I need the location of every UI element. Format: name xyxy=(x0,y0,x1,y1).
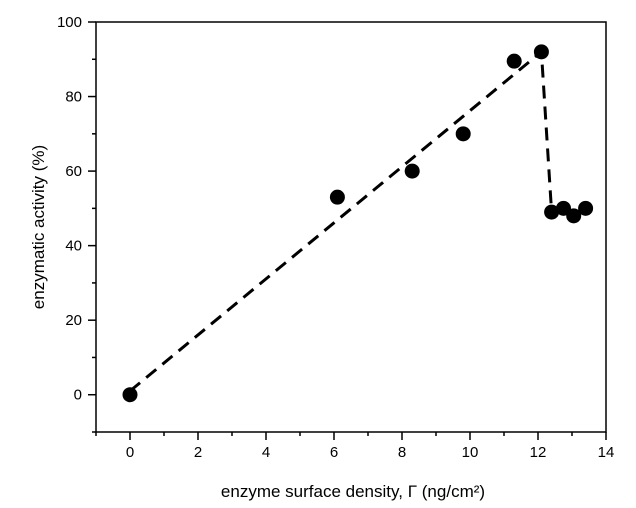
x-tick-label: 6 xyxy=(330,444,338,461)
x-tick-label: 2 xyxy=(194,444,202,461)
data-point xyxy=(533,44,549,60)
dashed-fit-line xyxy=(129,48,554,393)
x-tick-label: 14 xyxy=(598,444,615,461)
x-tick-label: 0 xyxy=(126,444,134,461)
data-point xyxy=(122,387,138,403)
data-point xyxy=(455,126,471,142)
data-point xyxy=(566,208,582,224)
x-tick-label: 8 xyxy=(398,444,406,461)
data-point xyxy=(506,53,522,69)
y-tick-label: 100 xyxy=(57,14,82,31)
data-points xyxy=(122,44,594,403)
x-axis-ticks xyxy=(95,432,607,440)
y-axis-tick-labels: 0 20 40 60 80 100 xyxy=(57,14,82,404)
y-tick-label: 40 xyxy=(65,238,82,255)
data-point xyxy=(329,189,345,205)
x-tick-label: 4 xyxy=(262,444,270,461)
data-point xyxy=(544,204,560,220)
data-point xyxy=(404,163,420,179)
y-tick-label: 0 xyxy=(74,387,82,404)
y-tick-label: 20 xyxy=(65,312,82,329)
x-tick-label: 10 xyxy=(462,444,479,461)
plot-frame xyxy=(95,21,607,433)
x-axis-tick-labels: 0 2 4 6 8 10 12 14 xyxy=(126,444,615,461)
x-axis-title: enzyme surface density, Γ (ng/cm²) xyxy=(221,482,485,501)
y-tick-label: 80 xyxy=(65,89,82,106)
y-tick-label: 60 xyxy=(65,163,82,180)
data-point xyxy=(578,200,594,216)
x-tick-label: 12 xyxy=(530,444,547,461)
y-axis-title: enzymatic activity (%) xyxy=(29,145,48,309)
y-axis-ticks xyxy=(88,21,96,433)
